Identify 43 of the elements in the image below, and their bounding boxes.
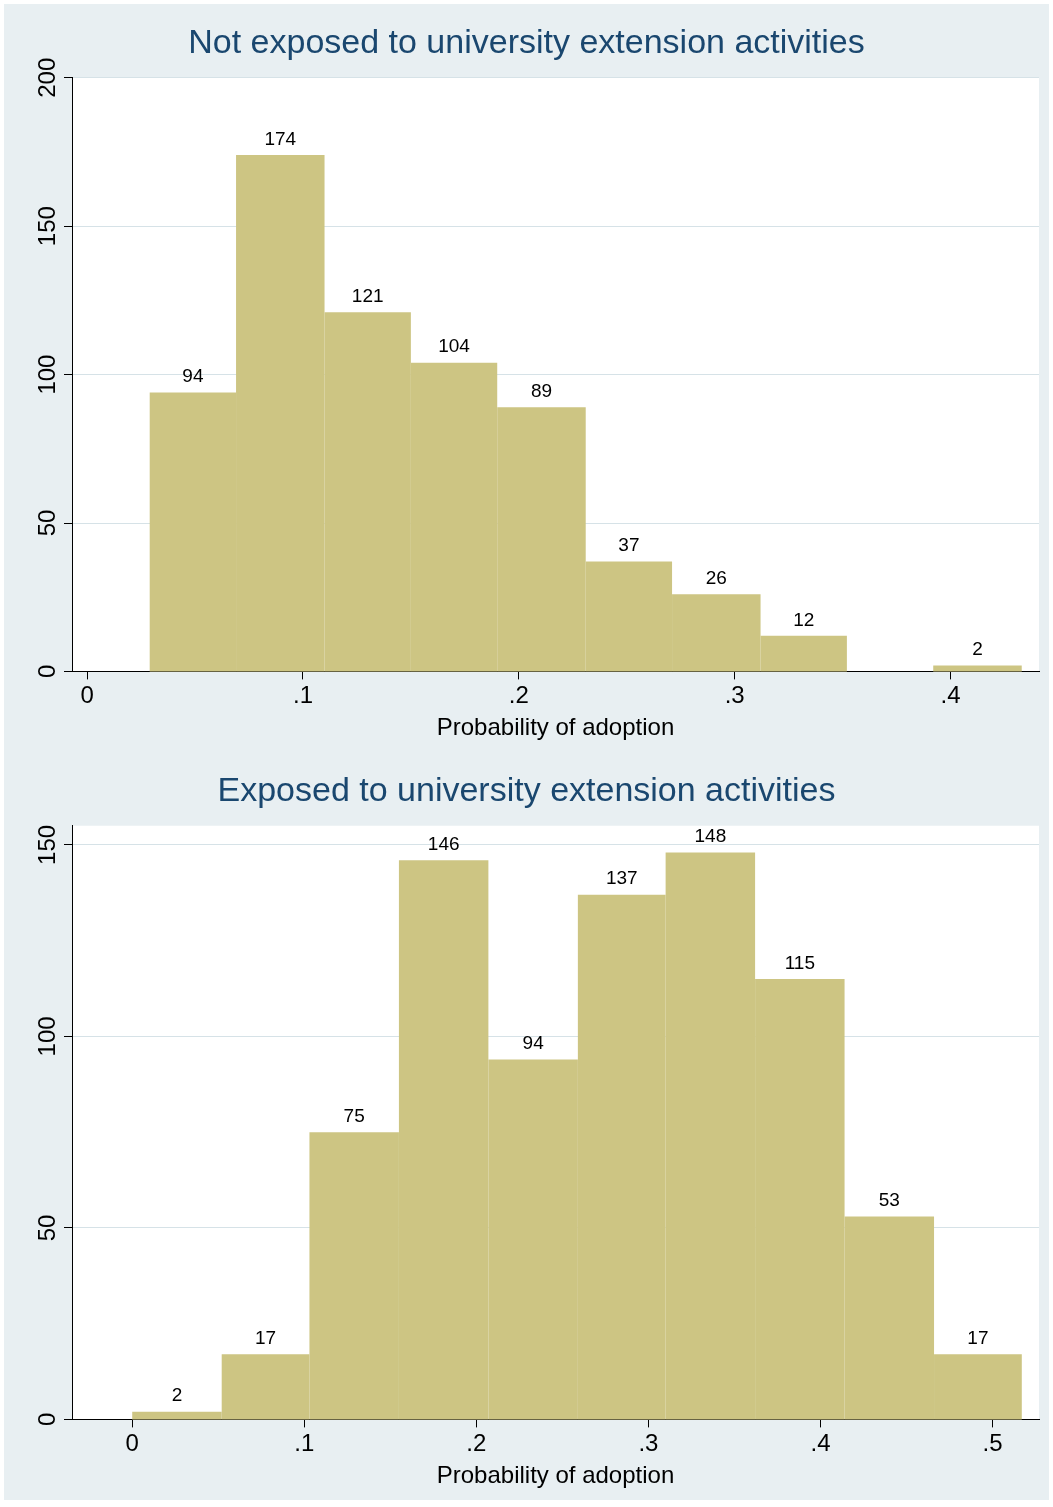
x-tick-label: .3 (724, 681, 745, 709)
x-tick-label: .2 (466, 1429, 487, 1457)
data-label: 37 (618, 534, 640, 556)
data-label: 104 (438, 335, 471, 357)
x-tick-label: .4 (940, 681, 961, 709)
chart-title: Not exposed to university extension activities (188, 21, 865, 60)
y-tick-label: 0 (32, 664, 60, 679)
y-tick-label: 150 (32, 824, 60, 865)
x-tick-label: .1 (292, 681, 313, 709)
x-tick-label: .1 (294, 1429, 315, 1457)
data-label: 94 (182, 365, 204, 387)
y-tick-label: 50 (32, 1214, 60, 1242)
data-label: 89 (530, 379, 553, 401)
y-tick-label: 50 (32, 509, 60, 537)
y-tick-label: 100 (32, 1016, 60, 1057)
data-label: 174 (264, 127, 297, 149)
x-axis-title: Probability of adoption (436, 713, 675, 741)
data-label: 2 (171, 1384, 183, 1406)
data-label: 17 (967, 1327, 989, 1349)
chart-title: Exposed to university extension activities (217, 769, 836, 808)
x-tick-label: 0 (80, 681, 94, 709)
x-tick-label: 0 (125, 1429, 139, 1457)
data-label: 75 (343, 1104, 365, 1126)
x-tick-label: .2 (508, 681, 529, 709)
data-label: 137 (605, 867, 638, 889)
data-label: 115 (784, 951, 815, 973)
y-tick-label: 200 (32, 57, 60, 98)
x-tick-label: .5 (982, 1429, 1003, 1457)
data-label: 148 (694, 825, 727, 847)
data-label: 17 (255, 1327, 277, 1349)
data-label: 26 (705, 566, 727, 588)
data-label: 121 (351, 285, 384, 307)
x-axis-title: Probability of adoption (436, 1461, 675, 1489)
x-tick-label: .4 (810, 1429, 831, 1457)
x-tick-label: .3 (638, 1429, 659, 1457)
data-label: 94 (522, 1032, 545, 1054)
y-tick-label: 0 (32, 1412, 60, 1427)
data-label: 53 (878, 1189, 900, 1211)
data-label: 12 (793, 608, 815, 630)
y-tick-label: 100 (32, 354, 60, 395)
y-tick-label: 150 (32, 206, 60, 247)
data-label: 2 (972, 638, 983, 660)
data-label: 146 (427, 833, 460, 854)
